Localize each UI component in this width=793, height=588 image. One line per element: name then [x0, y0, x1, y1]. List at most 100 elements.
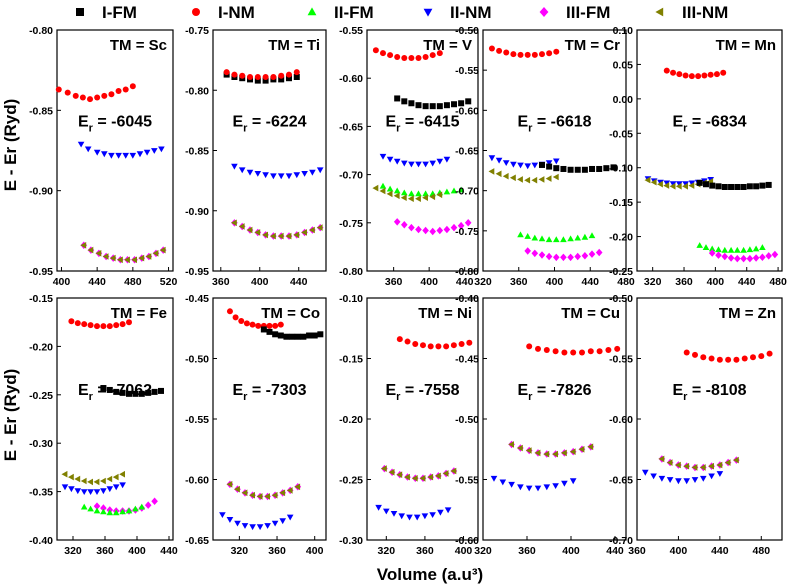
legend-marker	[655, 7, 664, 17]
data-point	[696, 179, 703, 186]
panel-fe: 320 360 400 440 -0.40 -0.35 -0.30 -0.25 -0.20 -0.…	[29, 293, 178, 557]
y-tick-label: -0.40	[29, 535, 53, 547]
series-iii-nm	[658, 455, 739, 471]
data-point	[401, 98, 408, 105]
data-point	[152, 250, 159, 257]
data-point	[232, 314, 239, 321]
data-point	[254, 77, 261, 84]
data-point	[524, 247, 531, 255]
data-point	[688, 73, 695, 80]
data-point	[238, 223, 245, 230]
data-point	[115, 88, 122, 95]
data-point	[383, 508, 390, 515]
data-point	[531, 176, 538, 184]
y-tick-label: -0.45	[185, 293, 209, 305]
data-point	[517, 162, 524, 169]
x-tick-label: 440	[606, 545, 624, 557]
data-point	[538, 51, 545, 58]
data-point	[713, 71, 720, 78]
data-point	[122, 152, 129, 159]
data-point	[219, 512, 226, 518]
data-point	[401, 160, 408, 167]
x-tick-label: 440	[738, 276, 756, 288]
series-i-nm	[223, 69, 300, 80]
data-point	[285, 173, 293, 180]
y-tick-label: -0.65	[455, 146, 479, 158]
data-point	[379, 153, 387, 160]
data-point	[151, 148, 158, 154]
legend-item-ii-nm: II-NM	[423, 3, 492, 22]
y-tick-label: -0.80	[455, 266, 479, 278]
data-point	[125, 507, 133, 514]
panel-ni: 320 360 400 -0.30 -0.25 -0.20 -0.15 -0.10 TM = N…	[339, 293, 479, 557]
data-point	[407, 195, 414, 202]
data-point	[733, 356, 740, 363]
y-tick-label: -0.55	[455, 65, 479, 77]
data-point	[408, 190, 415, 197]
data-point	[574, 252, 581, 261]
data-point	[388, 468, 395, 476]
data-point	[561, 349, 568, 356]
panel-title: TM = Sc	[110, 37, 167, 54]
data-point	[394, 95, 401, 102]
data-point	[676, 181, 683, 187]
y-tick-label: -0.10	[609, 163, 633, 175]
data-point	[375, 504, 382, 511]
data-point	[68, 486, 75, 493]
data-point	[578, 446, 585, 453]
x-tick-label: 480	[753, 545, 771, 557]
data-point	[386, 185, 394, 192]
x-tick-label: 400	[562, 545, 580, 557]
data-point	[752, 245, 760, 252]
panel-frame	[482, 29, 627, 272]
data-point	[126, 319, 132, 326]
data-point	[546, 50, 553, 57]
data-point	[84, 146, 92, 153]
y-tick-label: -0.15	[339, 354, 363, 366]
data-point	[503, 49, 510, 56]
data-point	[552, 348, 559, 355]
data-point	[715, 183, 722, 190]
x-tick-label: 320	[64, 545, 82, 557]
panels-grid: 400 440 480 520 -0.95 -0.90 -0.85 -0.80 TM = Sc E…	[29, 25, 787, 557]
y-tick-label: -0.65	[185, 535, 209, 547]
data-point	[113, 322, 120, 329]
data-point	[579, 349, 585, 356]
data-point	[701, 72, 708, 79]
data-point	[669, 181, 677, 187]
data-point	[421, 513, 429, 520]
data-point	[129, 152, 137, 159]
data-point	[87, 505, 94, 512]
panel-title: TM = Zn	[719, 305, 776, 322]
data-point	[561, 480, 568, 487]
series-iii-fm	[231, 219, 324, 240]
data-point	[683, 462, 690, 470]
x-tick-label: 360	[416, 545, 434, 557]
data-point	[422, 161, 429, 168]
reference-energy-label: Er = -6415	[385, 113, 459, 134]
data-point	[603, 165, 610, 172]
data-point	[223, 69, 230, 76]
y-tick-label: -0.15	[609, 197, 633, 209]
data-point	[408, 100, 415, 107]
data-point	[676, 71, 683, 78]
data-point	[74, 320, 81, 327]
y-tick-label: -0.20	[29, 341, 53, 353]
data-point	[241, 523, 249, 529]
data-point	[380, 465, 387, 472]
panel-title: TM = Ni	[418, 305, 472, 322]
x-tick-label: 400	[306, 545, 324, 557]
legend-item-iii-fm: III-FM	[539, 3, 610, 22]
series-ii-nm	[490, 475, 577, 492]
data-point	[270, 173, 277, 180]
data-point	[61, 484, 69, 491]
data-point	[427, 473, 434, 481]
panel-v: 360 400 440-0.80-0.75-0.70-0.65-0.60-0.55T…	[339, 25, 479, 288]
data-point	[279, 489, 286, 497]
data-point	[464, 219, 472, 227]
data-point	[569, 448, 576, 455]
data-point	[234, 520, 241, 527]
data-point	[408, 54, 415, 61]
data-point	[316, 224, 323, 231]
data-point	[286, 514, 294, 521]
